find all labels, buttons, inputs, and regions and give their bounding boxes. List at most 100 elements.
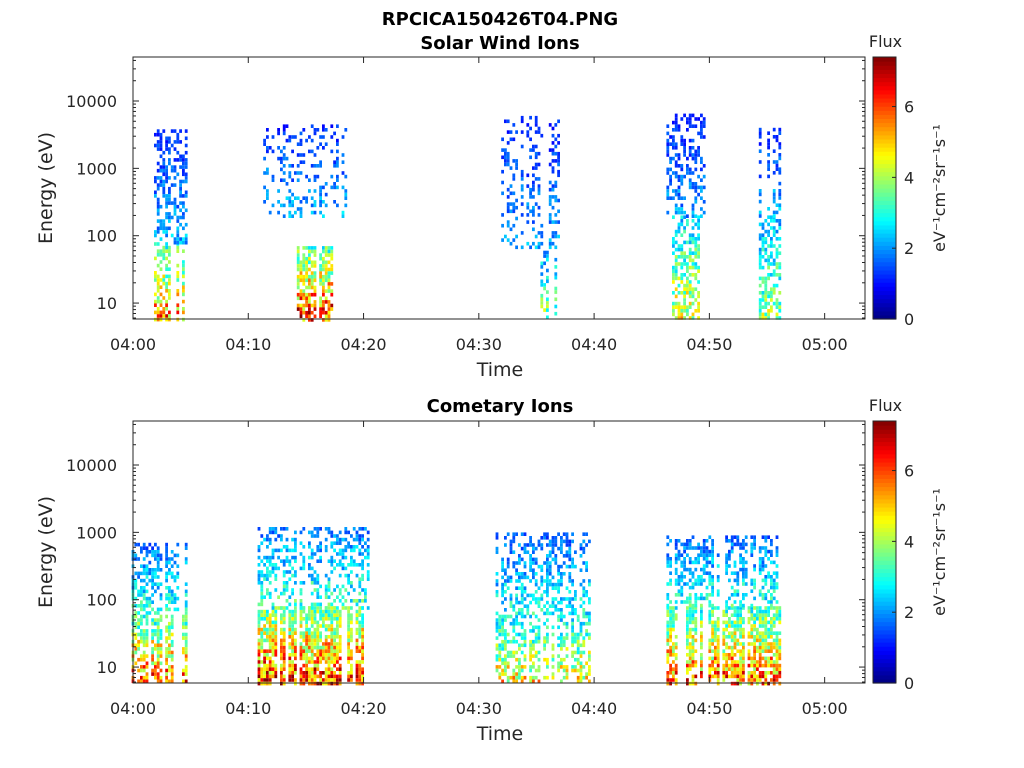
heatmap-cell [548,213,552,217]
heatmap-cell [165,249,168,253]
heatmap-cell [310,573,314,578]
heatmap-cell [725,645,728,650]
heatmap-cell [711,589,714,593]
heatmap-cell [725,560,728,565]
heatmap-cell [296,282,300,286]
heatmap-cell [257,631,261,635]
heatmap-cell [683,153,686,157]
heatmap-cell [708,603,712,608]
heatmap-cell [291,674,294,679]
heatmap-cell [313,660,317,664]
heatmap-cell [669,178,672,182]
heatmap-cell [330,249,334,254]
heatmap-cell [165,172,168,177]
heatmap-cell [742,542,745,547]
heatmap-cell [680,600,684,604]
heatmap-cell [565,532,569,536]
heatmap-cell [537,650,541,655]
heatmap-cell [280,156,283,161]
heatmap-cell [565,665,569,669]
heatmap-cell [338,681,342,686]
heatmap-cell [725,567,728,572]
heatmap-cell [168,629,171,633]
heatmap-cell [154,542,157,547]
x-tick-label: 04:30 [456,335,502,354]
heatmap-cell [543,675,546,680]
heatmap-cell [677,283,681,288]
heatmap-cell [540,575,544,580]
colorbar-swatch [873,81,896,87]
heatmap-cell [310,577,314,581]
heatmap-cell [159,317,163,322]
heatmap-cell [585,672,588,676]
heatmap-cell [184,546,188,550]
heatmap-cell [523,586,527,590]
colorbar-swatch [873,282,896,287]
heatmap-cell [688,273,692,277]
heatmap-cell [313,271,317,275]
heatmap-cell [268,559,272,563]
heatmap-cell [324,638,328,643]
heatmap-cell [498,675,502,680]
heatmap-cell [526,608,530,612]
heatmap-cell [772,233,776,237]
heatmap-cell [333,678,336,682]
heatmap-cell [145,614,149,619]
colorbar-swatch [873,171,896,177]
heatmap-cell [338,635,342,639]
heatmap-cell [554,265,558,269]
heatmap-cell [495,536,499,540]
heatmap-cell [532,654,535,658]
heatmap-cell [540,593,544,598]
heatmap-cell [145,546,149,550]
heatmap-cell [302,631,306,635]
heatmap-cell [288,660,292,664]
heatmap-cell [694,117,698,121]
heatmap-cell [551,536,555,540]
y-tick-label: 10000 [66,92,117,111]
heatmap-cell [571,579,574,583]
heatmap-cell [313,264,317,268]
heatmap-cell [504,608,507,612]
heatmap-cell [341,135,345,139]
heatmap-cell [338,642,342,646]
heatmap-cell [576,675,580,680]
heatmap-cell [263,555,266,560]
heatmap-cell [344,527,348,531]
heatmap-cell [775,585,779,590]
heatmap-cell [551,643,555,648]
heatmap-cell [694,214,698,218]
heatmap-cell [154,575,157,579]
heatmap-cell [677,153,681,157]
heatmap-cell [299,613,303,617]
heatmap-cell [263,649,266,653]
heatmap-cell [282,674,286,679]
heatmap-cell [672,627,675,632]
heatmap-cell [753,539,756,543]
heatmap-cell [733,671,737,675]
heatmap-cell [355,638,359,643]
heatmap-cell [529,647,532,651]
heatmap-cell [324,681,328,686]
heatmap-cell [165,575,168,579]
heatmap-cell [137,643,140,648]
heatmap-cell [579,654,583,658]
heatmap-cell [170,625,174,630]
heatmap-cell [285,559,289,563]
heatmap-cell [137,557,140,561]
heatmap-cell [498,657,502,662]
heatmap-cell [518,557,521,562]
heatmap-cell [764,539,768,543]
heatmap-cell [758,192,762,197]
heatmap-cell [669,142,672,146]
heatmap-cell [151,582,154,586]
heatmap-cell [562,668,566,673]
heatmap-cell [711,638,714,643]
heatmap-cell [333,185,336,190]
heatmap-cell [266,609,269,614]
heatmap-cell [324,624,328,628]
heatmap-cell [537,597,541,601]
heatmap-cell [263,678,266,682]
heatmap-cell [501,643,504,648]
